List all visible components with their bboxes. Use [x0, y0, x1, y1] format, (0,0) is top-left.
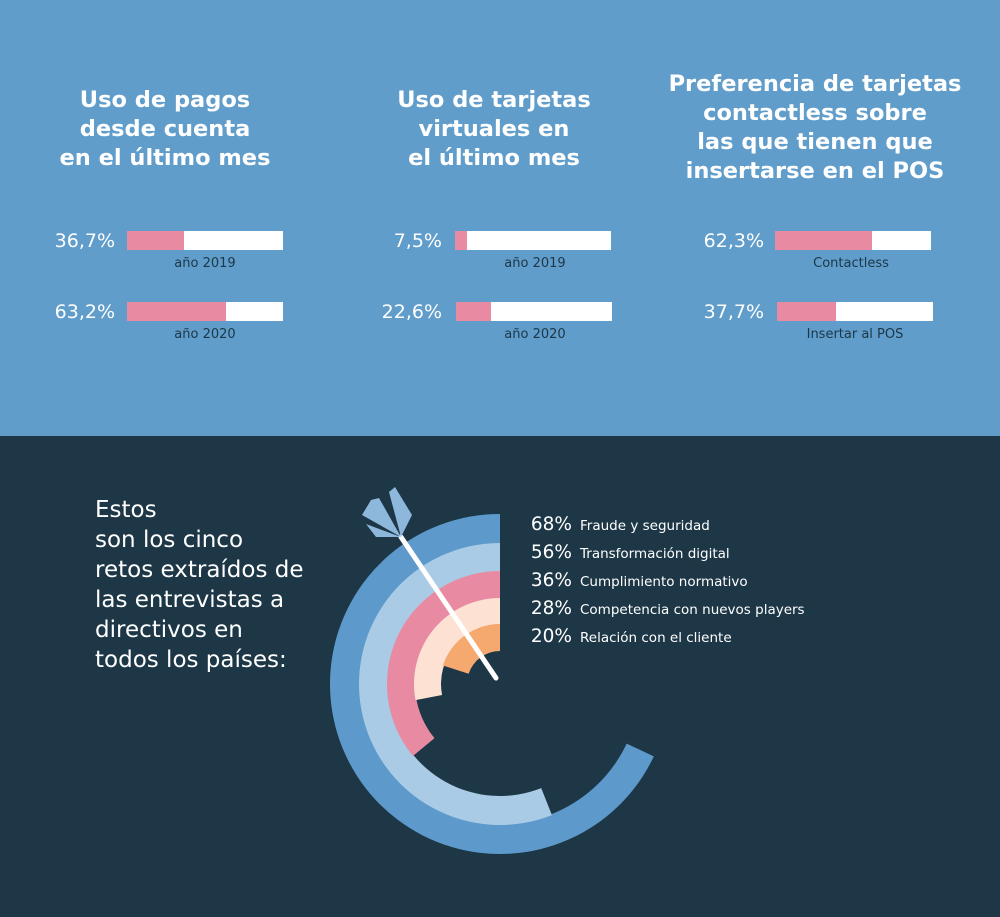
category-label: año 2020	[504, 327, 566, 342]
legend-label: Competencia con nuevos players	[580, 602, 805, 618]
legend-item: 36% Cumplimiento normativo	[518, 568, 988, 596]
legend-label: Cumplimiento normativo	[580, 574, 748, 590]
panel-title: Uso de pagos desde cuenta en el último m…	[59, 87, 271, 171]
arrow-icon	[362, 487, 499, 681]
legend-label: Relación con el cliente	[580, 630, 732, 646]
value-label: 37,7%	[703, 301, 764, 323]
radial-bar-5	[442, 624, 500, 674]
top-section	[0, 0, 1000, 436]
bar	[127, 231, 185, 250]
value-label: 7,5%	[393, 230, 442, 252]
bar-track	[455, 231, 611, 250]
value-label: 36,7%	[54, 230, 115, 252]
challenges-title: Estos son los cinco retos extraídos de l…	[95, 497, 304, 673]
category-label: año 2020	[174, 327, 236, 342]
category-label: año 2019	[504, 256, 566, 271]
category-label: Insertar al POS	[806, 327, 904, 342]
legend-label: Transformación digital	[580, 546, 730, 562]
bar-track	[456, 302, 612, 321]
bar-track	[775, 231, 931, 250]
legend-item: 20% Relación con el cliente	[518, 624, 988, 652]
radial-bar-3	[386, 571, 500, 757]
legend-value: 20%	[530, 626, 572, 647]
radial-bar-4	[413, 597, 500, 701]
legend-label: Fraude y seguridad	[580, 518, 710, 534]
value-label: 63,2%	[54, 301, 115, 323]
bar	[455, 231, 467, 250]
panel-title: Preferencia de tarjetas contactless sobr…	[668, 71, 962, 184]
bar-track	[127, 231, 283, 250]
legend-value: 36%	[530, 570, 572, 591]
bar	[456, 302, 492, 321]
radial-bar-2	[359, 543, 552, 825]
legend-value: 56%	[530, 542, 572, 563]
category-label: Contactless	[813, 256, 889, 271]
value-label: 22,6%	[381, 301, 442, 323]
bar	[775, 231, 873, 250]
value-label: 62,3%	[703, 230, 764, 252]
legend-item: 28% Competencia con nuevos players	[518, 596, 988, 624]
radial-legend: 68% Fraude y seguridad 56% Transformació…	[518, 512, 988, 652]
legend-value: 68%	[530, 514, 572, 535]
legend-value: 28%	[530, 598, 572, 619]
category-label: año 2019	[174, 256, 236, 271]
bar-track	[777, 302, 933, 321]
legend-item: 56% Transformación digital	[518, 540, 988, 568]
legend-item: 68% Fraude y seguridad	[518, 512, 988, 540]
panel-title: Uso de tarjetas virtuales en el último m…	[397, 87, 591, 171]
bar	[127, 302, 226, 321]
bar-track	[127, 302, 283, 321]
bar	[777, 302, 836, 321]
